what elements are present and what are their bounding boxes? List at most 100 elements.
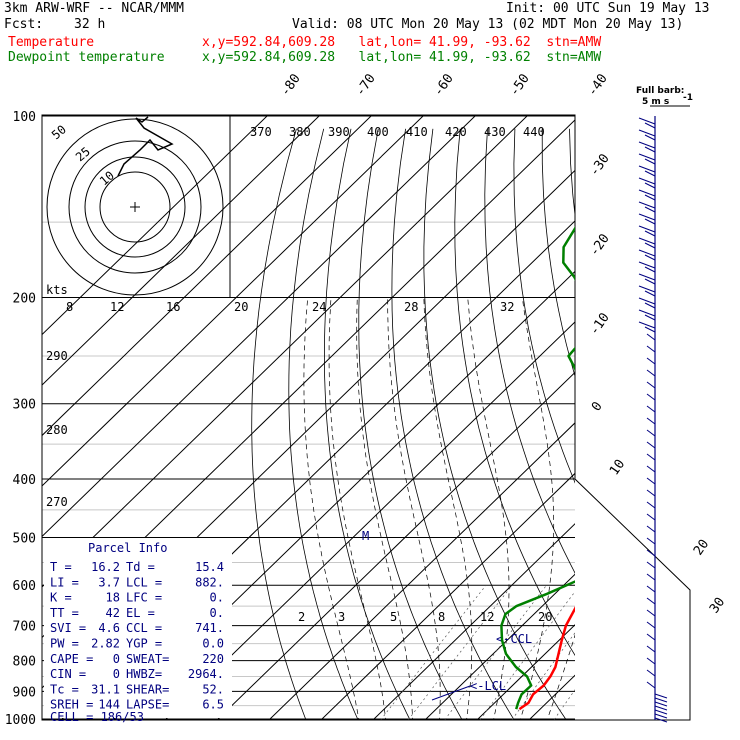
parcel-info-box: Parcel Info CELL = 186/53 T = 16.2 Td = 15.… [44,538,232,724]
moist-adiabat [303,297,360,720]
dry-adiabat [288,128,359,720]
wind-barb [646,477,656,485]
parcel-info-background [44,538,232,718]
wind-barb [644,170,656,177]
wind-barb [638,213,656,221]
mixing-top-label-32: 32 [500,300,514,314]
lcl-pointer [431,685,471,701]
dry-adiabat [679,129,740,732]
header: 3km ARW-WRF -- NCAR/MMM Init: 00 UTC Sun… [0,0,740,70]
parcel-row-label: CAPE = [50,652,93,666]
isotherm-label--80: -80 [278,71,304,99]
wind-barb [646,537,656,545]
moist-adiabat [356,297,413,720]
dry-adiabat [597,129,740,732]
parcel-row-value: 2964. [188,667,224,681]
mixing-low-label-20: 20 [538,610,552,624]
mixing-top-label-16: 16 [166,300,180,314]
moist-adiabat [573,715,575,720]
isotherm [424,573,575,720]
wind-barbs: Full barb:5 m s -1 [636,86,693,723]
wind-barb [646,657,656,665]
wind-barb [646,669,656,677]
mixing-low-label-5: 5 [390,610,397,624]
isotherm [164,321,575,720]
wind-barb [638,153,656,161]
parcel-row-value: 31.1 [91,682,120,696]
isotherm [42,115,477,538]
dry-adiabat [541,128,575,378]
hodograph-ring-label-25: 25 [73,144,93,164]
parcel-row-value: 4.6 [98,621,120,635]
wind-barb [644,206,656,213]
wind-barb [646,381,656,389]
mixing-top-label-20: 20 [234,300,248,314]
isotherm-label--50: -50 [507,71,533,99]
dry-adiabat [651,129,740,732]
wind-barb [638,177,656,185]
dry-adiabat-label-270: 270 [46,495,68,509]
wind-barb [646,609,656,617]
pressure-label-400: 400 [13,473,36,488]
parcel-row-label: PW = [50,637,79,651]
plot-frame [41,114,691,721]
theta-label-390: 390 [328,125,350,139]
mixing-ratio-line [380,584,487,720]
isotherm-label-0: 0 [589,399,606,414]
annotation-0: <-CCL [496,632,532,646]
temperature-legend: Temperature [8,35,95,50]
wind-barb [646,561,656,569]
moist-adiabat [519,297,555,720]
wind-barb [646,489,656,497]
plot-border [41,114,691,721]
parcel-row-label: T = [50,560,72,574]
annotation-1: <-LCL [470,679,506,693]
parcel-row-value: 3.7 [98,575,120,589]
dry-adiabat [251,128,307,720]
wind-barb [638,249,656,257]
mixing-low-label-8: 8 [438,610,445,624]
dry-adiabat [358,128,463,720]
wind-barb [654,713,668,719]
pressure-label-700: 700 [13,620,36,635]
isotherm-label--60: -60 [431,71,457,99]
isotherm [42,115,269,336]
wind-barb [646,681,656,689]
parcel-row-label: SREH = [50,698,93,712]
wind-barb [646,585,656,593]
wind-barb [646,429,656,437]
parcel-row-label: SWEAT= [126,652,169,666]
sounding-series [500,226,575,711]
pressure-label-900: 900 [13,685,36,700]
pressure-label-1000: 1000 [5,713,36,728]
pressure-label-500: 500 [13,531,36,546]
moist-adiabat [387,297,441,720]
wind-barb [644,242,656,249]
wind-barb [644,230,656,237]
parcel-row-value: 0 [113,652,120,666]
isotherm-label-10: 10 [607,457,628,478]
isotherm [268,422,575,720]
wind-barb [638,201,656,209]
dry-adiabat [706,129,740,732]
mixing-low-label-2: 2 [298,610,305,624]
mixing-low-label-3: 3 [338,610,345,624]
temperature-location: x,y=592.84,609.28 lat,lon= 41.99, -93.62… [202,35,602,50]
wind-barb [644,218,656,225]
parcel-row-label: YGP = [126,637,162,651]
wind-barb [646,633,656,641]
forecast-label: Fcst: [4,17,44,32]
parcel-row-value: 18 [106,591,120,605]
wind-barb [644,194,656,201]
wind-barb [654,697,668,703]
isotherm [216,371,575,720]
parcel-info-title: Parcel Info [88,541,167,555]
isotherm [372,523,575,720]
hodograph-ring [46,118,224,296]
parcel-row-value: 0.0 [202,637,224,651]
isotherm-label--30: -30 [587,151,613,179]
forecast-hour: 32 h [74,17,106,32]
wind-barb [638,129,656,137]
